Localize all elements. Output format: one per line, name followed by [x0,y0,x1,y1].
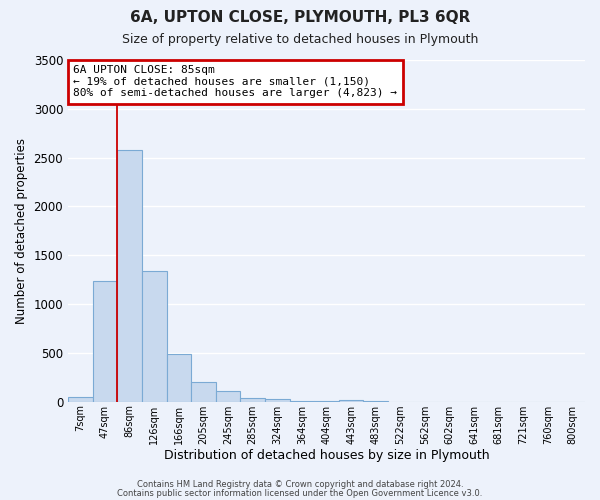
Bar [241,398,265,402]
Bar [117,150,142,402]
Text: 6A UPTON CLOSE: 85sqm
← 19% of detached houses are smaller (1,150)
80% of semi-d: 6A UPTON CLOSE: 85sqm ← 19% of detached … [73,65,397,98]
Bar [167,354,191,402]
Text: Size of property relative to detached houses in Plymouth: Size of property relative to detached ho… [122,32,478,46]
Text: Contains public sector information licensed under the Open Government Licence v3: Contains public sector information licen… [118,488,482,498]
Text: 6A, UPTON CLOSE, PLYMOUTH, PL3 6QR: 6A, UPTON CLOSE, PLYMOUTH, PL3 6QR [130,10,470,25]
Bar [216,391,241,402]
Bar [339,400,364,402]
X-axis label: Distribution of detached houses by size in Plymouth: Distribution of detached houses by size … [164,450,490,462]
Y-axis label: Number of detached properties: Number of detached properties [15,138,28,324]
Bar [92,280,117,402]
Bar [290,400,314,402]
Bar [265,398,290,402]
Text: Contains HM Land Registry data © Crown copyright and database right 2024.: Contains HM Land Registry data © Crown c… [137,480,463,489]
Bar [142,271,167,402]
Bar [68,397,92,402]
Bar [191,382,216,402]
